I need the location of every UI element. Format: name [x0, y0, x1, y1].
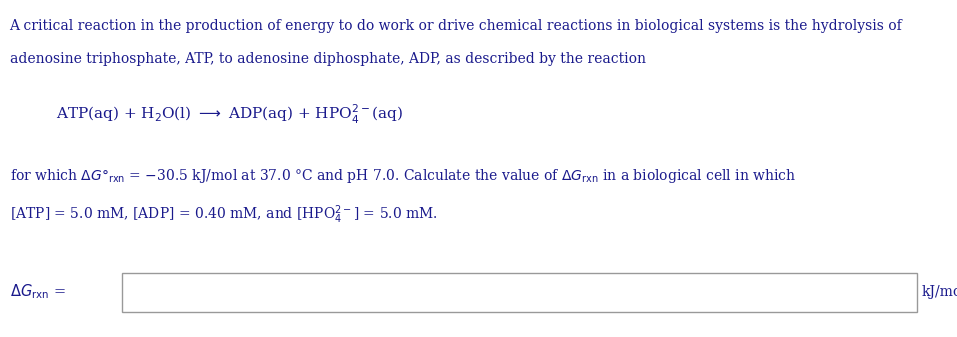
FancyBboxPatch shape [122, 273, 917, 312]
Text: [ATP] = 5.0 mM, [ADP] = 0.40 mM, and [HPO$_4^{2-}$] = 5.0 mM.: [ATP] = 5.0 mM, [ADP] = 0.40 mM, and [HP… [10, 204, 437, 226]
Text: kJ/mol: kJ/mol [922, 284, 957, 299]
Text: for which $\Delta G\degree_{\rm rxn}$ = $-$30.5 kJ/mol at 37.0 °C and pH 7.0. Ca: for which $\Delta G\degree_{\rm rxn}$ = … [10, 167, 795, 185]
Text: A critical reaction in the production of energy to do work or drive chemical rea: A critical reaction in the production of… [10, 19, 902, 33]
Text: ATP(aq) + H$_2$O(l) $\longrightarrow$ ADP(aq) + HPO$_4^{2-}$(aq): ATP(aq) + H$_2$O(l) $\longrightarrow$ AD… [56, 103, 403, 126]
Text: $\Delta G_{\rm rxn}$ =: $\Delta G_{\rm rxn}$ = [10, 282, 65, 301]
Text: adenosine triphosphate, ATP, to adenosine diphosphate, ADP, as described by the : adenosine triphosphate, ATP, to adenosin… [10, 52, 646, 66]
